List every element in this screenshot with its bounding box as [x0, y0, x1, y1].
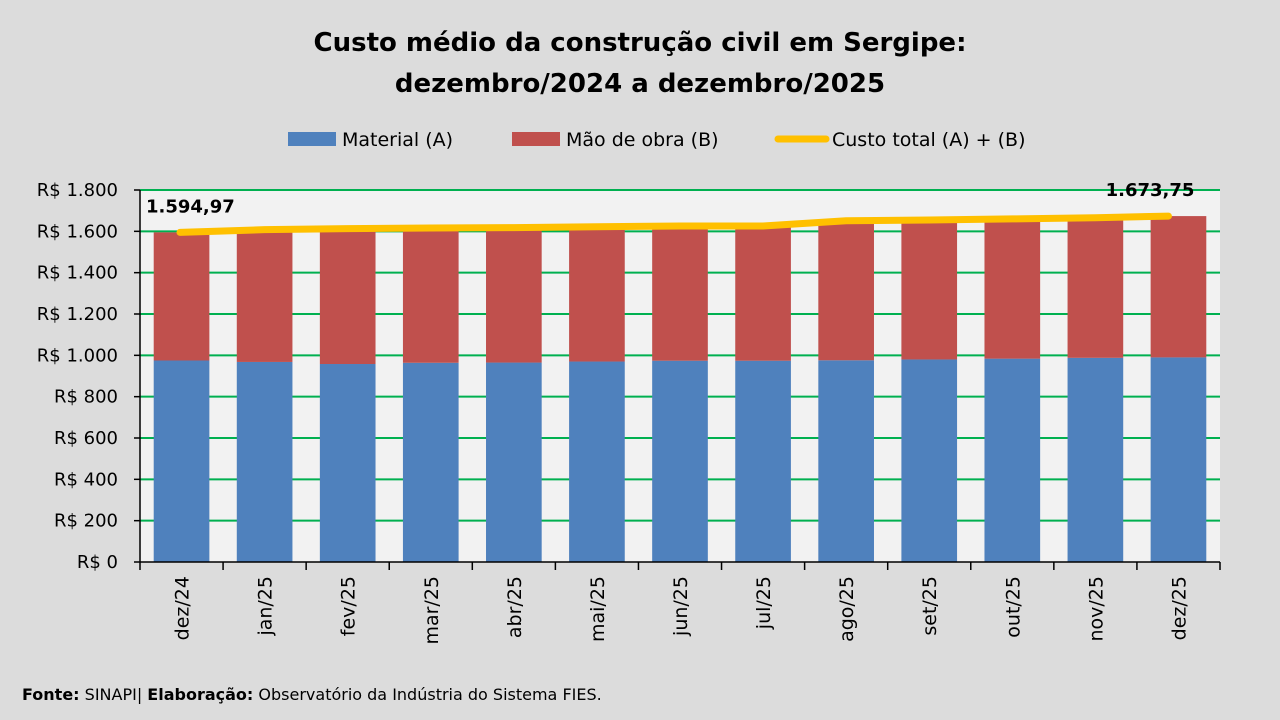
bar-mao-de-obra [153, 232, 210, 361]
y-tick-label: R$ 1.600 [37, 221, 118, 242]
data-label-total: 1.673,75 [1106, 180, 1195, 201]
x-tick-label: fev/25 [338, 576, 360, 636]
bar-material [735, 360, 791, 562]
bar-material [984, 358, 1041, 562]
legend-swatch-mao-de-obra [512, 132, 560, 146]
bar-mao-de-obra [901, 219, 958, 360]
bar-material [486, 362, 542, 562]
footer-credit-label: Elaboração: [147, 685, 254, 704]
footer-source: Fonte: SINAPI| Elaboração: Observatório … [22, 685, 602, 704]
x-tick-label: jan/25 [255, 576, 277, 637]
bar-material [153, 360, 210, 562]
bar-mao-de-obra [236, 229, 293, 362]
y-tick-label: R$ 1.200 [37, 304, 118, 325]
bar-material [569, 361, 625, 562]
legend-label-material: Material (A) [342, 129, 453, 151]
x-tick-label: jul/25 [753, 576, 775, 630]
bar-mao-de-obra [319, 228, 376, 365]
bar-material [901, 359, 958, 562]
bar-material [319, 364, 376, 562]
total-line [176, 212, 1172, 236]
y-tick-label: R$ 400 [54, 469, 118, 490]
bar-material [818, 360, 874, 562]
x-tick-label: jun/25 [670, 576, 692, 637]
x-tick-label: mai/25 [587, 576, 609, 642]
bar-mao-de-obra [402, 228, 459, 363]
bar-material [1067, 357, 1124, 562]
bar-mao-de-obra [486, 227, 542, 363]
y-tick-label: R$ 1.400 [37, 263, 118, 284]
y-tick-label: R$ 800 [54, 387, 118, 408]
y-tick-label: R$ 1.800 [37, 180, 118, 201]
legend-label-mao-de-obra: Mão de obra (B) [566, 129, 719, 151]
axes [134, 189, 1221, 570]
bar-material [1150, 357, 1207, 562]
x-tick-label: out/25 [1002, 576, 1024, 638]
bar-mao-de-obra [652, 225, 708, 361]
y-tick-label: R$ 1.000 [37, 345, 118, 366]
bar-material [236, 361, 293, 562]
bar-material [652, 360, 708, 562]
labels: R$ 0 R$ 200 R$ 400 R$ 600 R$ 800 R$ 1.000 R$ 1… [37, 180, 1195, 645]
x-tick-label: abr/25 [504, 576, 526, 638]
line-custo-total [176, 212, 1172, 236]
x-tick-label: nov/25 [1085, 576, 1107, 642]
legend-swatch-material [288, 132, 336, 146]
bars [153, 216, 1207, 562]
bar-mao-de-obra [984, 218, 1041, 359]
chart-subtitle: dezembro/2024 a dezembro/2025 [395, 69, 885, 99]
chart-title: Custo médio da construção civil em Sergi… [314, 28, 967, 58]
x-tick-label: dez/25 [1168, 576, 1190, 640]
legend: Material (A) Mão de obra (B) Custo total… [288, 129, 1026, 151]
x-tick-label: set/25 [919, 576, 941, 636]
footer-credit-value: Observatório da Indústria do Sistema FIE… [258, 685, 602, 704]
x-tick-label: ago/25 [836, 576, 858, 642]
data-label-total: 1.594,97 [146, 196, 235, 217]
bar-mao-de-obra [735, 225, 791, 361]
y-tick-label: R$ 0 [77, 552, 118, 573]
footer-source-value: SINAPI| [84, 685, 148, 704]
bar-mao-de-obra [1150, 216, 1207, 358]
bar-mao-de-obra [818, 220, 874, 361]
y-tick-label: R$ 600 [54, 428, 118, 449]
x-tick-label: dez/24 [172, 576, 194, 640]
y-tick-label: R$ 200 [54, 511, 118, 532]
bar-mao-de-obra [569, 226, 625, 362]
bar-material [402, 362, 459, 562]
legend-label-custo-total: Custo total (A) + (B) [832, 129, 1026, 151]
bar-mao-de-obra [1067, 217, 1124, 358]
x-tick-label: mar/25 [421, 576, 443, 645]
footer-source-label: Fonte: [22, 685, 80, 704]
